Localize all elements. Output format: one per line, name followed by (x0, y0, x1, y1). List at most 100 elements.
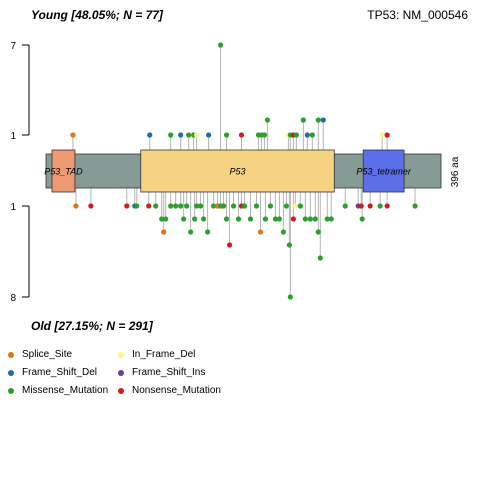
bottom-mutation-dot (342, 203, 348, 209)
bottom-mutation-dot (192, 216, 198, 222)
bottom-mutation-dot (412, 203, 418, 209)
bottom-mutation-dot (204, 229, 211, 235)
top-mutation-dot (186, 132, 192, 138)
top-mutation-dot (70, 132, 76, 138)
bottom-mutation-dot (253, 203, 260, 209)
protein-length-label: 396 aa (450, 156, 461, 187)
bottom-mutation-dot (267, 203, 274, 209)
top-title: Young [48.05%; N = 77] (31, 8, 163, 22)
bottom-mutation-dot (315, 229, 321, 235)
bottom-axis-tick-label-max: 8 (10, 293, 16, 304)
bottom-mutation-dot (377, 203, 383, 209)
bottom-mutation-dot (226, 242, 233, 248)
top-mutation-dot (304, 132, 310, 138)
domain-box-p53-tad (51, 149, 76, 193)
bottom-mutation-dot (73, 203, 79, 209)
legend-label: Nonsense_Mutation (132, 385, 221, 396)
mutation-dots-layer (70, 42, 418, 300)
bottom-mutation-dot (159, 216, 165, 222)
bottom-mutation-dot (287, 294, 293, 300)
legend-item-frame-shift-del: Frame_Shift_Del (8, 367, 97, 378)
bottom-mutation-dot (272, 216, 279, 222)
bottom-mutation-dot (302, 216, 308, 222)
bottom-mutation-dot (286, 242, 292, 248)
top-mutation-dot (320, 117, 326, 123)
bottom-mutation-dot (146, 203, 152, 209)
bottom-mutation-dot (223, 216, 230, 222)
bottom-mutation-dot (220, 203, 227, 209)
domain-label-p53: P53 (230, 167, 246, 177)
bottom-axis-tick-label-min: 1 (10, 202, 16, 213)
legend-swatch (8, 351, 14, 358)
bottom-mutation-dot (317, 255, 323, 261)
protein-backbone-layer: P53_TAD P53 P53_tetramer (44, 149, 442, 193)
legend-item-nonsense-mutation: Nonsense_Mutation (118, 385, 221, 396)
legend-swatch (8, 387, 14, 394)
bottom-mutation-dot (312, 216, 318, 222)
bottom-mutation-dot (188, 229, 194, 235)
legend-label: Splice_Site (22, 349, 73, 360)
top-mutation-dot (379, 132, 385, 138)
legend-swatch (118, 351, 124, 358)
bottom-mutation-dot (201, 216, 207, 222)
bottom-mutation-dot (168, 203, 174, 209)
domain-box-p53-tetramer (362, 149, 405, 193)
top-mutation-dot (300, 117, 306, 123)
legend-item-frame-shift-ins: Frame_Shift_Ins (118, 367, 205, 378)
bottom-mutation-dot (307, 216, 313, 222)
top-axis-tick-label-min: 1 (10, 131, 16, 142)
top-mutation-dot (205, 132, 212, 138)
bottom-mutation-dot (184, 203, 190, 209)
top-axis-tick-label-max: 7 (10, 41, 16, 52)
bottom-mutation-dot (153, 203, 159, 209)
top-mutation-dot (238, 132, 245, 138)
bottom-mutation-dot (124, 203, 130, 209)
bottom-mutation-dot (178, 203, 184, 209)
bottom-axis: 1 8 (10, 202, 30, 304)
domain-label-p53-tad: P53_TAD (44, 167, 83, 177)
top-mutation-dot (261, 132, 268, 138)
bottom-mutation-dot (324, 216, 330, 222)
bottom-mutation-dot (230, 203, 237, 209)
bottom-mutation-dot (367, 203, 373, 209)
legend-swatch (118, 369, 124, 376)
top-mutation-dot (315, 117, 321, 123)
bottom-mutation-dot (198, 203, 204, 209)
bottom-mutation-dot (235, 216, 242, 222)
bottom-mutation-dot (276, 216, 283, 222)
bottom-mutation-dot (283, 203, 289, 209)
bottom-mutation-dot (210, 203, 217, 209)
legend-label: Missense_Mutation (22, 385, 109, 396)
bottom-mutation-dot (359, 216, 365, 222)
legend-item-splice-site: Splice_Site (8, 349, 72, 360)
bottom-mutation-dot (358, 203, 364, 209)
bottom-title: Old [27.15%; N = 291] (31, 319, 153, 333)
bottom-mutation-dot (384, 203, 390, 209)
bottom-mutation-dot (247, 216, 254, 222)
bottom-mutation-dot (328, 216, 334, 222)
bottom-mutation-dot (88, 203, 94, 209)
legend-label: Frame_Shift_Ins (132, 367, 206, 378)
top-mutation-dot (217, 42, 224, 48)
bottom-mutation-dot (161, 229, 167, 235)
bottom-mutation-dot (290, 216, 296, 222)
top-axis: 7 1 (10, 41, 30, 142)
bottom-mutation-dot (134, 203, 140, 209)
top-mutation-dot (168, 132, 174, 138)
bottom-mutation-dot (194, 203, 200, 209)
top-mutation-dot (194, 132, 200, 138)
bottom-mutation-dot (280, 229, 286, 235)
top-mutation-dot (147, 132, 153, 138)
legend-label: Frame_Shift_Del (22, 367, 98, 378)
bottom-mutation-dot (163, 216, 169, 222)
bottom-mutation-dot (257, 229, 264, 235)
bottom-mutation-dot (262, 216, 269, 222)
legend-item-in-frame-del: In_Frame_Del (118, 349, 195, 360)
top-mutation-dot (309, 132, 315, 138)
legend-label: In_Frame_Del (132, 349, 196, 360)
top-mutation-dot (384, 132, 390, 138)
legend-item-missense-mutation: Missense_Mutation (8, 385, 108, 396)
domain-label-p53-tetramer: P53_tetramer (356, 167, 412, 177)
gene-title: TP53: NM_000546 (367, 8, 468, 22)
